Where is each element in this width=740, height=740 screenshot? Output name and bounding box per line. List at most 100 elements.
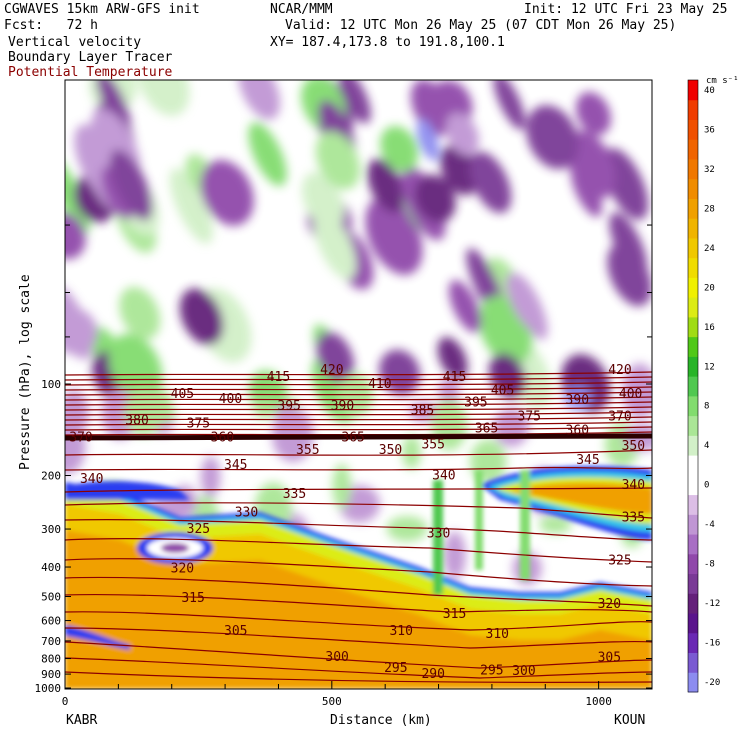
x-axis-label: Distance (km) <box>330 713 432 728</box>
pbl-dome-core <box>161 543 189 553</box>
downward-motion-cell <box>109 149 153 221</box>
colorbar-swatch <box>688 613 698 634</box>
y-tick-label: 500 <box>41 590 61 603</box>
x-tick-label: 1000 <box>585 695 612 708</box>
theta-label: 405 <box>491 383 514 398</box>
colorbar-tick-label: 8 <box>704 402 709 412</box>
y-tick-label: 300 <box>41 523 61 536</box>
y-tick-label: 1000 <box>35 682 62 695</box>
theta-label: 345 <box>576 453 599 468</box>
theta-label: 420 <box>320 363 343 378</box>
colorbar-swatch <box>688 553 698 575</box>
colorbar-swatch <box>688 119 698 140</box>
upward-motion-cell <box>248 122 287 187</box>
theta-label: 310 <box>389 624 412 639</box>
colorbar-tick-label: 16 <box>704 323 715 333</box>
theta-label: 305 <box>224 624 247 639</box>
theta-label: 300 <box>512 664 535 679</box>
downward-motion-cell <box>100 166 134 220</box>
theta-line <box>65 519 652 541</box>
theta-label: 365 <box>341 431 364 446</box>
upward-motion-cell <box>254 399 276 419</box>
colorbar-tick-label: 36 <box>704 125 715 135</box>
theta-label: 350 <box>622 439 645 454</box>
colorbar-swatch <box>688 376 698 397</box>
theta-label: 395 <box>464 395 487 410</box>
upward-motion-cell <box>332 463 352 510</box>
x-tick-label: 0 <box>62 695 69 708</box>
downward-motion-cell <box>200 456 221 498</box>
colorbar-tick-label: 32 <box>704 165 715 175</box>
colorbar-swatch <box>688 494 698 515</box>
colorbar-swatch <box>688 277 698 298</box>
theta-line <box>65 381 652 386</box>
forecast-hour: Fcst: 72 h <box>4 18 98 33</box>
y-tick-label: 100 <box>41 378 61 391</box>
upward-motion-cell <box>301 172 345 230</box>
theta-label: 400 <box>219 392 242 407</box>
colorbar-swatch <box>688 514 698 535</box>
y-tick-label: 200 <box>41 470 61 483</box>
theta-line <box>65 391 652 396</box>
downward-motion-cell <box>275 403 299 430</box>
theta-line <box>65 502 652 519</box>
theta-line <box>65 487 652 493</box>
theta-label: 355 <box>421 437 444 452</box>
theta-line <box>65 431 652 436</box>
colorbar-swatch <box>688 573 698 594</box>
strong-downdraft-core <box>416 119 440 161</box>
colorbar-swatch <box>688 178 698 199</box>
upward-motion-cell <box>136 80 190 116</box>
field-vertical-velocity: Vertical velocity <box>8 35 142 50</box>
colorbar-tick-label: 4 <box>704 441 709 451</box>
colorbar-swatch <box>688 198 698 219</box>
upward-motion-cell <box>119 286 161 340</box>
downward-motion-cell <box>443 531 466 580</box>
theta-line <box>65 396 652 401</box>
downward-motion-cell <box>379 349 421 396</box>
theta-label: 330 <box>427 526 450 541</box>
title-left: CGWAVES 15km ARW-GFS init <box>4 2 200 17</box>
theta-line <box>65 671 652 683</box>
theta-label: 375 <box>518 410 541 425</box>
y-axis-label: Pressure (hPa), log scale <box>18 274 33 470</box>
elevated-pbl-orange <box>510 482 652 514</box>
theta-label: 355 <box>296 443 319 458</box>
upward-motion-cell <box>65 156 90 234</box>
colorbar-swatch <box>688 395 698 417</box>
theta-label: 310 <box>486 627 509 642</box>
theta-line <box>65 406 652 411</box>
field-boundary-layer-tracer: Boundary Layer Tracer <box>8 50 173 65</box>
colorbar-tick-label: -20 <box>704 678 720 688</box>
colorbar-swatch <box>688 593 698 614</box>
updraft-column <box>520 470 530 580</box>
theta-line <box>65 411 652 416</box>
downward-motion-cell <box>440 144 479 196</box>
downward-motion-cell <box>316 331 355 383</box>
downward-motion-cell <box>179 288 224 346</box>
theta-label: 295 <box>480 663 503 678</box>
center-org: NCAR/MMM <box>270 2 333 17</box>
downward-motion-cell <box>437 336 468 380</box>
plot-area: 420 415 410 415 405 420 405 400 395 390 385 395 390 4… <box>65 80 652 689</box>
theta-label: 335 <box>622 511 645 526</box>
theta-label: 385 <box>411 403 434 418</box>
colorbar-swatch <box>688 218 698 239</box>
upward-motion-cell <box>402 435 421 470</box>
colorbar-swatch <box>688 158 698 180</box>
theta-line <box>65 466 652 471</box>
theta-label: 320 <box>171 562 194 577</box>
theta-label: 315 <box>443 607 466 622</box>
y-tick-label: 700 <box>41 635 61 648</box>
theta-label: 300 <box>325 650 348 665</box>
downward-motion-cell <box>65 308 98 356</box>
downward-motion-cell <box>506 273 540 331</box>
colorbar-frame <box>687 79 699 693</box>
theta-line <box>65 416 652 421</box>
y-tick-label: 900 <box>41 668 61 681</box>
theta-line <box>65 657 652 679</box>
theta-label: 345 <box>224 458 247 473</box>
colorbar-tick-label: -16 <box>704 639 720 649</box>
theta-label: 340 <box>80 472 103 487</box>
